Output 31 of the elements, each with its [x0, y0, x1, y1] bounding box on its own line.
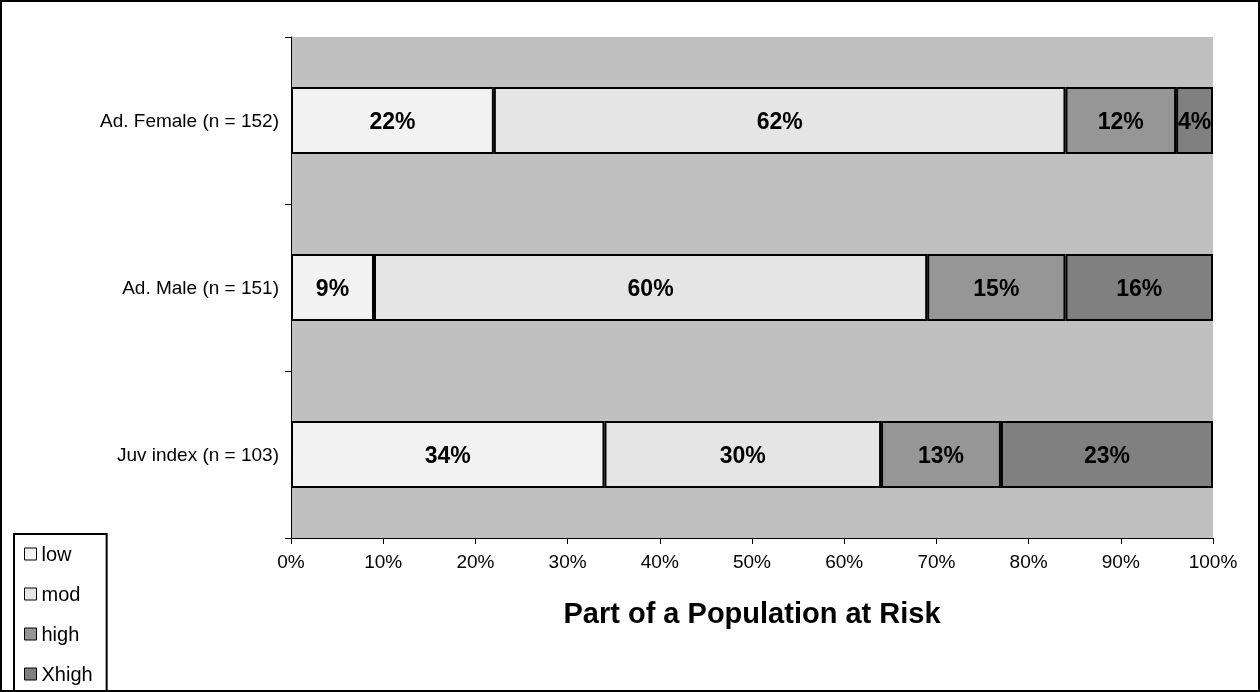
x-tick-label: 70%	[917, 551, 956, 572]
data-label: 16%	[1116, 274, 1163, 301]
x-tick-label: 100%	[1188, 551, 1238, 572]
data-label: 23%	[1083, 441, 1130, 468]
x-tick-label: 60%	[825, 551, 864, 572]
y-tick-label: Juv index (n = 103)	[116, 444, 279, 465]
x-tick-label: 40%	[640, 551, 679, 572]
x-tick-label: 80%	[1009, 551, 1048, 572]
legend-label: mod	[41, 583, 81, 605]
data-label: 12%	[1097, 107, 1144, 134]
data-label: 4%	[1177, 107, 1212, 134]
data-label: 34%	[424, 441, 471, 468]
x-tick-label: 0%	[277, 551, 305, 572]
x-axis-title: Part of a Population at Risk	[563, 596, 942, 629]
data-label: 13%	[917, 441, 965, 468]
x-tick-label: 30%	[548, 551, 587, 572]
data-label: 9%	[315, 274, 350, 301]
y-tick-label: Ad. Male (n = 151)	[122, 277, 279, 298]
x-tick-label: 10%	[364, 551, 403, 572]
legend-label: low	[41, 543, 73, 565]
legend-label: Xhigh	[41, 663, 93, 685]
x-tick-label: 20%	[456, 551, 495, 572]
x-tick-label: 90%	[1101, 551, 1140, 572]
y-tick-label: Ad. Female (n = 152)	[99, 110, 279, 131]
x-tick-label: 50%	[732, 551, 772, 572]
data-label: 15%	[973, 274, 1020, 301]
legend-label: high	[41, 623, 80, 645]
data-label: 60%	[627, 274, 674, 301]
data-label: 62%	[756, 107, 803, 134]
data-label: 22%	[369, 107, 416, 134]
data-label: 30%	[719, 441, 766, 468]
